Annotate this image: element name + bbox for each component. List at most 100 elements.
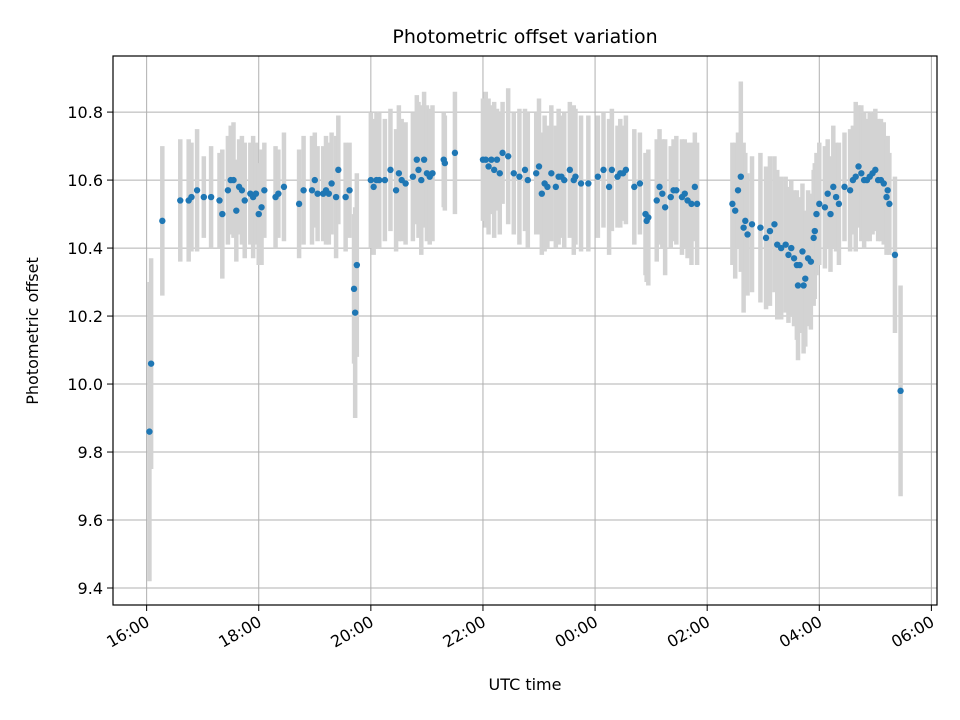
data-point xyxy=(346,187,353,194)
data-point xyxy=(771,221,778,228)
data-point xyxy=(409,173,417,180)
data-point xyxy=(429,170,436,177)
data-point xyxy=(300,187,307,194)
data-point xyxy=(693,200,701,208)
data-point xyxy=(499,149,506,157)
data-point xyxy=(376,176,383,184)
data-point xyxy=(252,190,260,197)
data-point xyxy=(524,176,532,184)
data-point xyxy=(392,187,400,194)
data-point xyxy=(295,200,303,208)
data-point xyxy=(224,187,232,194)
data-point xyxy=(585,180,592,187)
data-point xyxy=(788,244,795,252)
data-point xyxy=(656,183,663,191)
y-tick-label: 10.4 xyxy=(67,239,103,258)
data-point xyxy=(734,187,742,194)
data-point xyxy=(146,428,153,435)
data-point xyxy=(841,183,848,191)
data-point xyxy=(785,251,792,259)
data-point xyxy=(813,210,820,218)
data-point xyxy=(255,210,262,218)
data-point xyxy=(794,282,802,289)
data-point xyxy=(855,163,862,170)
data-point xyxy=(622,166,630,174)
data-point xyxy=(796,261,803,269)
data-point xyxy=(493,156,501,163)
data-point xyxy=(897,387,904,395)
y-tick-label: 9.6 xyxy=(78,511,103,530)
data-point xyxy=(451,149,459,157)
data-point xyxy=(790,255,798,262)
data-point xyxy=(147,360,155,367)
data-point xyxy=(216,197,223,204)
data-point xyxy=(880,180,887,187)
y-tick-label: 10.8 xyxy=(67,103,103,122)
data-point xyxy=(729,200,736,208)
y-tick-label: 10.2 xyxy=(67,307,103,326)
data-point xyxy=(872,166,879,174)
data-point xyxy=(608,166,616,174)
data-point xyxy=(561,176,568,184)
x-axis-label: UTC time xyxy=(489,675,562,694)
data-point xyxy=(533,170,540,177)
data-point xyxy=(387,166,394,174)
data-point xyxy=(835,200,843,208)
data-point xyxy=(521,166,529,174)
data-point xyxy=(177,197,184,204)
data-point xyxy=(238,187,246,194)
data-point xyxy=(548,170,555,177)
chart-title: Photometric offset variation xyxy=(392,26,657,48)
data-point xyxy=(600,166,607,174)
data-point xyxy=(261,187,268,194)
data-point xyxy=(280,183,288,191)
data-point xyxy=(827,210,834,218)
data-point xyxy=(846,187,854,194)
y-axis-label: Photometric offset xyxy=(23,257,42,405)
data-point xyxy=(691,183,699,191)
data-point xyxy=(538,190,546,197)
data-point xyxy=(744,231,751,238)
data-point xyxy=(241,197,248,204)
data-point xyxy=(193,187,201,194)
data-point xyxy=(335,166,342,174)
data-point xyxy=(816,200,823,208)
data-point xyxy=(402,180,409,187)
data-point xyxy=(732,207,739,214)
data-point xyxy=(572,173,579,180)
data-point xyxy=(275,190,282,197)
data-point xyxy=(742,217,749,225)
data-point xyxy=(504,153,512,160)
data-point xyxy=(418,176,425,184)
data-point xyxy=(485,163,492,170)
data-point xyxy=(535,163,543,170)
data-point xyxy=(482,156,489,163)
data-point xyxy=(667,193,674,201)
data-point xyxy=(653,197,660,204)
data-point xyxy=(810,234,817,242)
data-point xyxy=(821,204,829,211)
data-point xyxy=(230,176,237,184)
y-tick-label: 9.8 xyxy=(78,443,103,462)
data-point xyxy=(552,183,560,191)
data-point xyxy=(200,193,208,201)
data-point xyxy=(688,200,695,208)
data-point xyxy=(886,200,893,208)
y-tick-label: 9.4 xyxy=(78,579,103,598)
data-point xyxy=(441,159,449,167)
data-point xyxy=(516,173,523,180)
data-point xyxy=(852,173,859,180)
data-point xyxy=(799,248,806,255)
data-point xyxy=(659,190,666,197)
data-point xyxy=(370,183,377,191)
data-point xyxy=(350,285,358,293)
data-point xyxy=(748,221,756,228)
data-point xyxy=(544,183,551,191)
data-point xyxy=(219,210,226,218)
data-point xyxy=(258,204,265,211)
data-point xyxy=(353,261,361,269)
data-point xyxy=(762,234,770,242)
data-point xyxy=(661,204,669,211)
data-point xyxy=(314,190,321,197)
data-point xyxy=(830,183,837,191)
